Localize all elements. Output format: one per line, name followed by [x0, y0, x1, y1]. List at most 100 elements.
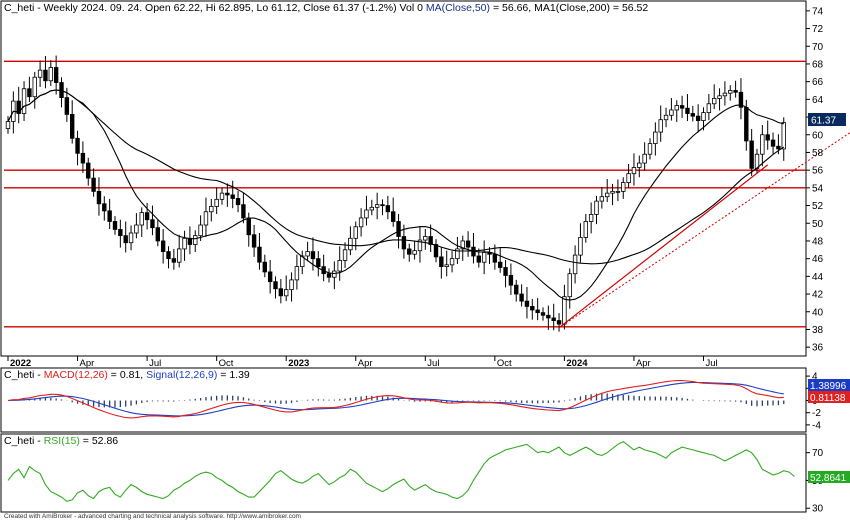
candle-body [155, 227, 160, 242]
candle-body [27, 88, 32, 98]
price-y-tick-label: 42 [812, 290, 824, 301]
rsi-pane-frame [0, 433, 807, 513]
x-tick-label: Jul [149, 358, 161, 369]
price-y-tick-label: 38 [812, 325, 824, 336]
candle-body [744, 106, 749, 142]
price-y-tick-label: 54 [812, 183, 824, 194]
candle-body [658, 119, 663, 133]
candle-body [701, 112, 706, 121]
candle-body [144, 212, 150, 221]
candle-body [460, 240, 465, 250]
candle-body [53, 67, 59, 83]
svg-text:0.81138: 0.81138 [810, 393, 846, 404]
candle-body [776, 145, 781, 150]
candle-body [294, 266, 300, 281]
candle-body [423, 236, 428, 241]
candle-body [401, 236, 407, 250]
candle-body [300, 255, 305, 268]
candle-body [712, 98, 717, 105]
price-y-tick-label: 68 [812, 59, 824, 70]
price-y-tick-label: 48 [812, 236, 824, 247]
uptrend-line [558, 164, 769, 329]
candle-body [353, 226, 358, 239]
candle-body [728, 90, 733, 94]
macd-y-tick-label: 4 [812, 372, 818, 383]
price-y-tick-label: 60 [812, 130, 824, 141]
candle-body [305, 251, 310, 257]
svg-text:1.38996: 1.38996 [810, 381, 847, 392]
candle-body [21, 88, 27, 114]
candle-body [476, 255, 481, 263]
price-header: C_heti - Weekly 2024. 09. 24. Open 62.22… [4, 2, 648, 14]
candle-body [198, 224, 203, 237]
candle-body [631, 167, 637, 175]
candle-body [241, 204, 246, 219]
candle-body [182, 237, 187, 250]
candle-body [449, 258, 455, 266]
candle-body [556, 320, 562, 325]
candle-body [647, 143, 653, 155]
candle-body [176, 248, 182, 263]
candle-body [70, 113, 75, 139]
candle-body [43, 69, 48, 82]
candle-body [733, 90, 738, 93]
candle-body [326, 273, 332, 278]
candle-body [166, 251, 171, 260]
price-y-tick-label: 72 [812, 24, 824, 35]
candle-body [695, 115, 701, 121]
candle-body [417, 239, 423, 252]
candle-body [385, 205, 391, 213]
candle-body [134, 224, 139, 234]
candle-body [610, 190, 615, 194]
price-y-tick-label: 50 [812, 219, 824, 230]
candle-body [439, 256, 444, 268]
candle-body [407, 248, 412, 255]
candle-body [369, 206, 374, 211]
price-y-tick-label: 64 [812, 95, 824, 106]
candle-body [118, 229, 123, 237]
candle-body [653, 131, 658, 145]
candle-body [428, 236, 433, 245]
rsi-y-tick-label: 30 [812, 504, 824, 515]
candle-body [669, 109, 674, 116]
candle-body [760, 134, 765, 155]
candle-body [497, 261, 503, 268]
price-y-tick-label: 74 [812, 6, 824, 17]
price-pane-frame [0, 0, 807, 357]
candle-body [562, 296, 567, 325]
candle-body [599, 196, 605, 202]
candle-body [605, 192, 610, 198]
price-y-tick-label: 58 [812, 148, 824, 159]
candle-body [481, 252, 487, 263]
candle-body [621, 182, 626, 192]
candle-body [524, 300, 530, 307]
price-y-tick-label: 44 [812, 272, 824, 283]
x-tick-label: 2024 [566, 358, 588, 369]
candle-body [37, 69, 43, 78]
candle-body [358, 217, 364, 228]
candle-body [380, 204, 385, 207]
candle-body [626, 173, 631, 183]
candle-body [642, 153, 647, 164]
uptrend-line-extension [558, 132, 850, 329]
x-tick-label: Apr [80, 358, 95, 369]
candle-body [679, 105, 685, 109]
svg-text:52.8641: 52.8641 [810, 473, 847, 484]
candle-body [171, 258, 177, 263]
x-tick-label: 2023 [288, 358, 309, 369]
macd-line [7, 379, 784, 419]
candle-body [717, 95, 722, 99]
candle-body [332, 270, 337, 278]
candle-body [444, 264, 449, 268]
candle-body [251, 234, 257, 248]
candle-body [390, 211, 396, 222]
candle-body [615, 190, 621, 193]
candle-body [396, 221, 401, 237]
macd-badge: 0.81138 [808, 391, 850, 404]
price-y-tick-label: 56 [812, 166, 824, 177]
candle-body [225, 192, 230, 196]
candle-body [273, 281, 278, 290]
x-tick-label: Oct [497, 358, 512, 369]
candle-body [219, 192, 225, 200]
